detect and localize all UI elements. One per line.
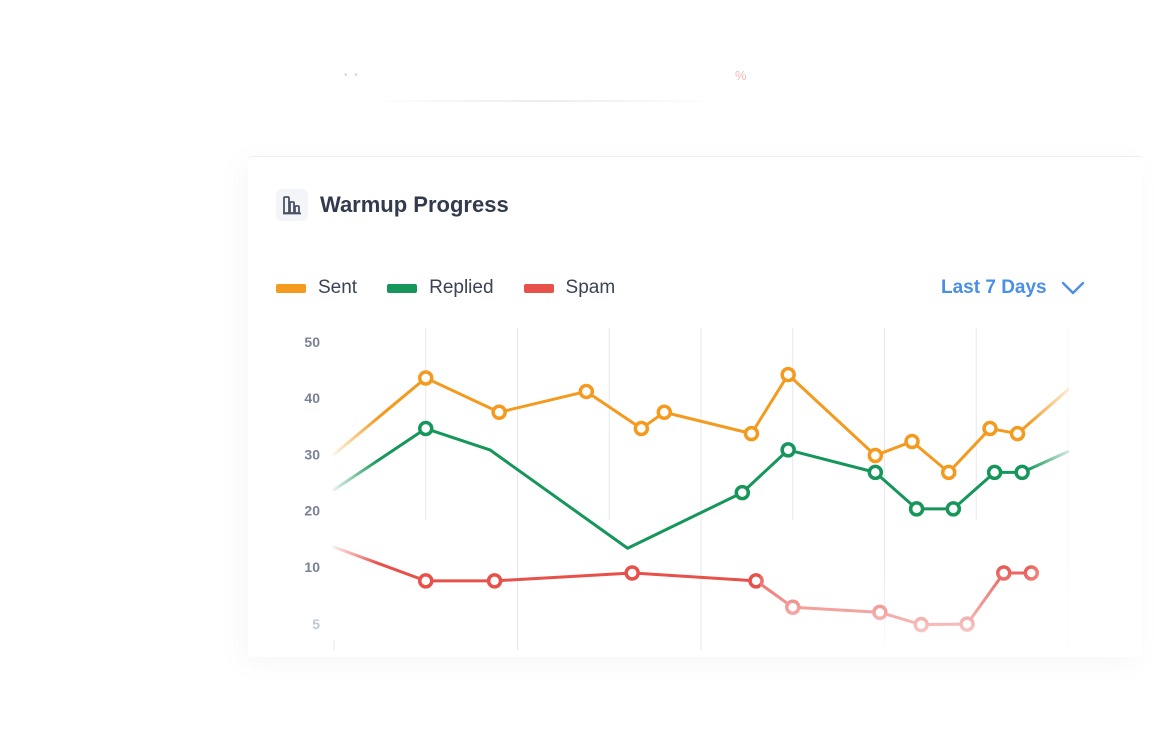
legend-item-replied[interactable]: Replied bbox=[387, 277, 494, 299]
data-point-sent bbox=[633, 420, 650, 437]
data-point-replied bbox=[986, 464, 1003, 481]
legend-swatch-sent bbox=[276, 283, 306, 293]
y-tick-label: 40 bbox=[304, 390, 320, 406]
faded-percent: % bbox=[735, 68, 747, 83]
data-point-sent bbox=[491, 404, 507, 420]
page-title: Warmup Progress bbox=[320, 192, 509, 217]
bar-chart-icon bbox=[276, 189, 308, 221]
data-point-replied bbox=[734, 484, 751, 501]
fade-left bbox=[328, 320, 378, 640]
y-tick-label: 10 bbox=[304, 559, 320, 575]
data-point-replied bbox=[945, 501, 962, 517]
data-point-sent bbox=[578, 383, 595, 400]
legend-swatch-replied bbox=[387, 283, 418, 293]
data-point-spam bbox=[418, 573, 434, 589]
data-point-sent bbox=[656, 404, 673, 420]
chevron-down-icon bbox=[1061, 281, 1084, 295]
data-point-replied bbox=[1014, 464, 1030, 481]
faded-top-dots: • • bbox=[344, 70, 360, 81]
series-replied bbox=[332, 420, 1070, 550]
legend-label-replied: Replied bbox=[429, 277, 494, 298]
y-tick-label: 5 bbox=[312, 616, 320, 632]
chart-legend: Sent Replied Spam bbox=[276, 276, 645, 300]
faded-divider bbox=[370, 100, 720, 102]
card-header: Warmup Progress bbox=[276, 188, 509, 222]
data-point-sent bbox=[1009, 425, 1026, 442]
series-sent bbox=[332, 366, 1070, 481]
y-tick-label: 50 bbox=[304, 334, 320, 350]
data-point-replied bbox=[867, 464, 884, 481]
data-point-sent bbox=[982, 420, 998, 437]
data-point-sent bbox=[904, 433, 920, 450]
legend-swatch-spam bbox=[523, 283, 554, 293]
legend-item-sent[interactable]: Sent bbox=[276, 277, 357, 299]
date-range-label: Last 7 Days bbox=[941, 277, 1047, 298]
data-point-spam bbox=[624, 565, 640, 581]
y-tick-label: 20 bbox=[304, 503, 320, 519]
data-point-replied bbox=[418, 420, 434, 437]
fade-bottom bbox=[760, 560, 1080, 650]
data-point-replied bbox=[780, 442, 796, 458]
data-point-sent bbox=[418, 370, 434, 386]
data-point-sent bbox=[743, 425, 760, 442]
data-point-sent bbox=[867, 447, 884, 464]
legend-label-sent: Sent bbox=[318, 277, 358, 298]
data-point-replied bbox=[908, 501, 925, 517]
series-line-sent bbox=[332, 373, 1070, 474]
data-point-spam bbox=[486, 573, 503, 589]
y-tick-label: 30 bbox=[304, 446, 320, 462]
date-range-dropdown[interactable]: Last 7 Days bbox=[941, 274, 1085, 302]
legend-label-spam: Spam bbox=[565, 277, 616, 298]
data-point-sent bbox=[780, 366, 796, 383]
legend-item-spam[interactable]: Spam bbox=[523, 277, 616, 299]
data-point-sent bbox=[940, 464, 957, 481]
